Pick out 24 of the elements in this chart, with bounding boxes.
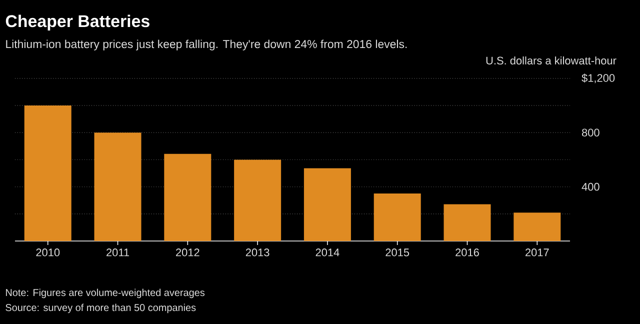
bar — [374, 193, 421, 241]
x-tick-label: 2015 — [386, 248, 410, 256]
chart-subtitle: Lithium-ion battery prices just keep falling. They're down 24% from 2016 levels. — [6, 40, 407, 50]
x-tick-label: 2013 — [246, 248, 270, 256]
source-note: Source: survey of more than 50 companies — [6, 304, 196, 314]
bar — [164, 154, 212, 241]
x-tick-label: 2014 — [316, 248, 340, 256]
x-tick-label: 2012 — [176, 248, 200, 256]
x-tick-label: 2017 — [526, 248, 549, 256]
chart-title: Cheaper Batteries — [6, 14, 150, 31]
y-axis-title: U.S. dollars a kilowatt-hour — [486, 56, 616, 65]
text: Note: Figures are volume-weighted averages — [6, 288, 205, 298]
y-tick-label: 400 — [582, 182, 600, 191]
y-tick-label: 800 — [582, 128, 600, 136]
bar — [24, 105, 72, 241]
x-tick-label: 2011 — [106, 248, 130, 256]
bar — [444, 204, 491, 241]
y-tick-label: $1,200 — [582, 74, 615, 84]
x-tick-label: 2016 — [456, 248, 479, 256]
bar — [234, 160, 282, 241]
bar — [94, 132, 142, 241]
x-tick-label: 2010 — [36, 248, 60, 256]
bar — [304, 168, 351, 241]
bar — [514, 212, 561, 241]
